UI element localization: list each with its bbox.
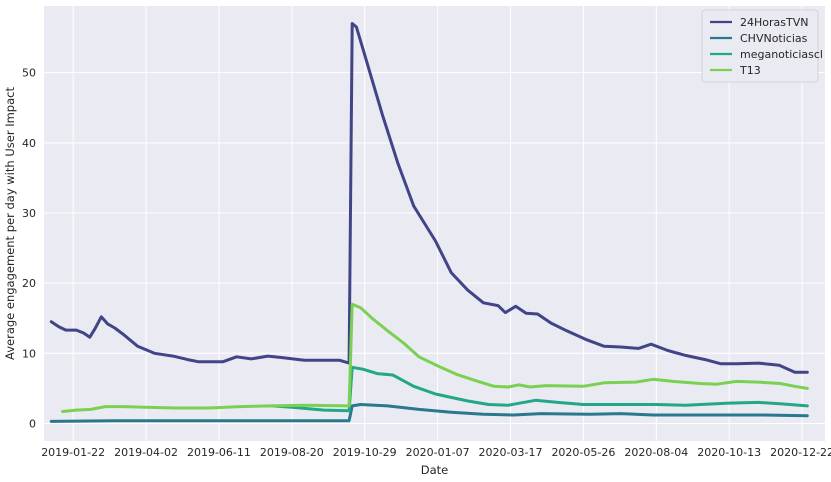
y-tick-label: 50 [22, 67, 36, 80]
legend: 24HorasTVN CHVNoticias meganoticiascl T13 [702, 10, 823, 82]
y-axis-ticks: 0 10 20 30 40 50 [22, 67, 36, 431]
x-tick-label: 2020-01-07 [406, 446, 470, 459]
legend-entry: CHVNoticias [740, 32, 808, 45]
x-tick-label: 2020-08-04 [624, 446, 688, 459]
x-axis-ticks: 2019-01-22 2019-04-02 2019-06-11 2019-08-20… [41, 446, 831, 459]
x-tick-label: 2019-01-22 [41, 446, 105, 459]
x-axis-label: Date [421, 463, 449, 477]
x-tick-label: 2020-05-26 [551, 446, 615, 459]
x-tick-label: 2019-04-02 [114, 446, 178, 459]
legend-entry: 24HorasTVN [740, 16, 808, 29]
legend-entry: meganoticiascl [740, 48, 823, 61]
y-tick-label: 20 [22, 277, 36, 290]
x-tick-label: 2019-08-20 [260, 446, 324, 459]
legend-entry: T13 [739, 64, 761, 77]
y-tick-label: 10 [22, 347, 36, 360]
x-tick-label: 2020-10-13 [697, 446, 761, 459]
x-tick-label: 2020-12-22 [770, 446, 831, 459]
x-tick-label: 2019-06-11 [187, 446, 251, 459]
y-tick-label: 0 [29, 417, 36, 430]
x-tick-label: 2020-03-17 [479, 446, 543, 459]
y-tick-label: 40 [22, 137, 36, 150]
x-tick-label: 2019-10-29 [333, 446, 397, 459]
y-tick-label: 30 [22, 207, 36, 220]
y-axis-label: Average engagement per day with User Imp… [3, 87, 17, 360]
